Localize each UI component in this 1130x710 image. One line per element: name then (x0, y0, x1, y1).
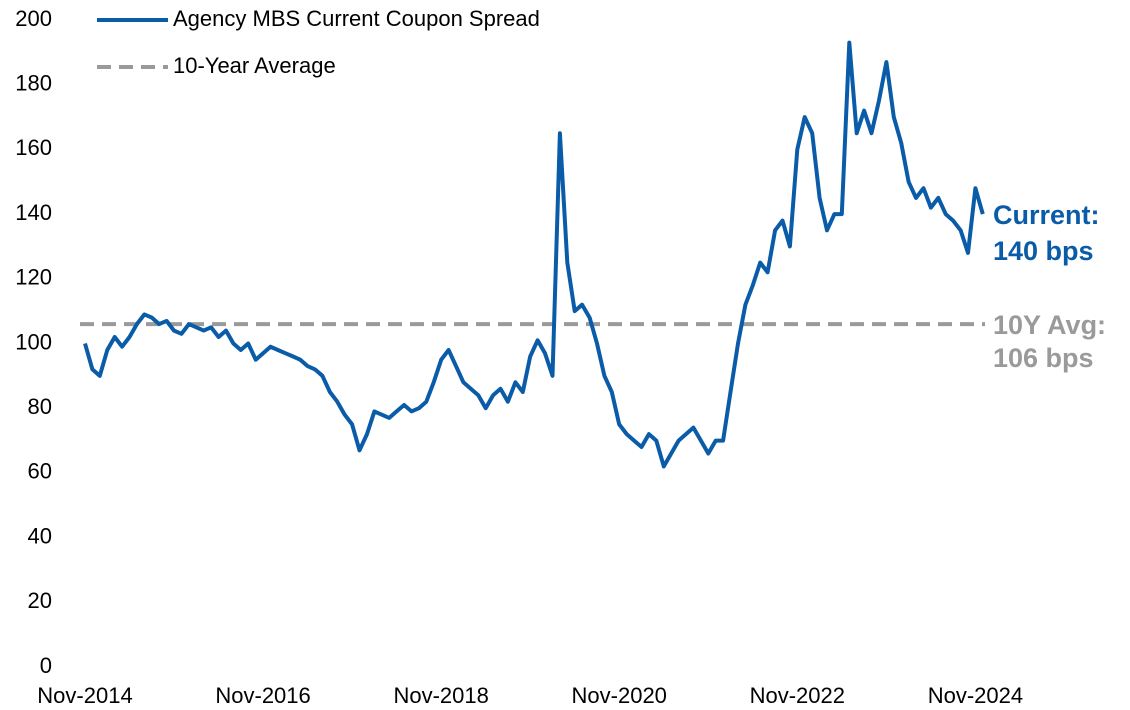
y-tick-label: 200 (15, 6, 52, 31)
legend-label: Agency MBS Current Coupon Spread (173, 6, 540, 31)
y-tick-label: 120 (15, 265, 52, 290)
x-tick-label: Nov-2018 (393, 683, 488, 708)
y-tick-label: 80 (28, 394, 52, 419)
x-tick-label: Nov-2022 (750, 683, 845, 708)
x-tick-label: Nov-2014 (37, 683, 132, 708)
x-tick-label: Nov-2016 (215, 683, 310, 708)
y-tick-label: 40 (28, 523, 52, 548)
y-tick-label: 60 (28, 459, 52, 484)
x-tick-label: Nov-2020 (572, 683, 667, 708)
x-tick-label: Nov-2024 (928, 683, 1023, 708)
y-tick-label: 0 (40, 653, 52, 678)
y-tick-label: 160 (15, 135, 52, 160)
annotation: 140 bps (993, 236, 1094, 266)
annotation: 10Y Avg: (993, 310, 1106, 340)
annotation: 106 bps (993, 343, 1094, 373)
series-line (83, 40, 985, 469)
annotation: Current: (993, 200, 1100, 230)
legend-label: 10-Year Average (173, 53, 336, 78)
y-tick-label: 140 (15, 200, 52, 225)
y-tick-label: 100 (15, 329, 52, 354)
y-tick-label: 180 (15, 71, 52, 96)
y-tick-label: 20 (28, 588, 52, 613)
